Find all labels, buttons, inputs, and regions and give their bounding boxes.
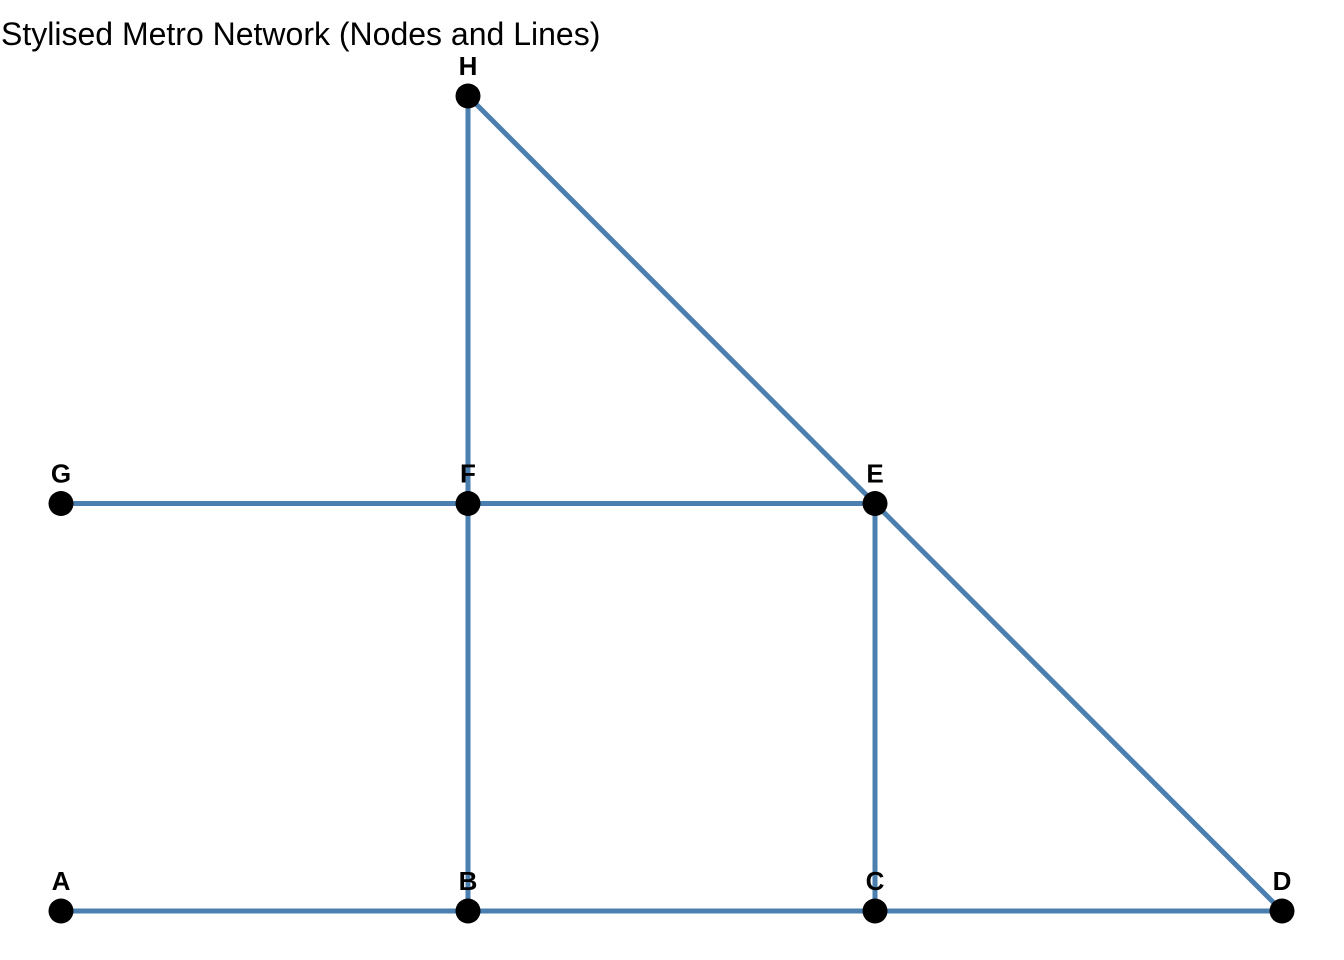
node-e: [862, 491, 888, 516]
nodes-layer: [48, 83, 1295, 924]
node-label-c: C: [866, 866, 885, 896]
node-f: [455, 491, 481, 516]
labels-layer: A B C D E F G H: [51, 51, 1292, 896]
edge-h-e: [466, 94, 877, 506]
edge-e-d: [873, 501, 1284, 913]
node-a: [48, 898, 74, 924]
node-label-d: D: [1273, 866, 1292, 896]
node-h: [455, 83, 481, 109]
node-c: [862, 898, 888, 924]
node-label-e: E: [866, 459, 883, 489]
node-label-f: F: [460, 459, 476, 489]
node-label-a: A: [52, 866, 71, 896]
node-b: [455, 898, 481, 924]
edges-layer: [61, 94, 1284, 914]
node-d: [1269, 898, 1295, 924]
diagram-title: Stylised Metro Network (Nodes and Lines): [1, 16, 601, 52]
node-g: [48, 491, 74, 516]
node-label-b: B: [459, 866, 478, 896]
node-label-g: G: [51, 459, 71, 489]
node-label-h: H: [459, 51, 478, 81]
